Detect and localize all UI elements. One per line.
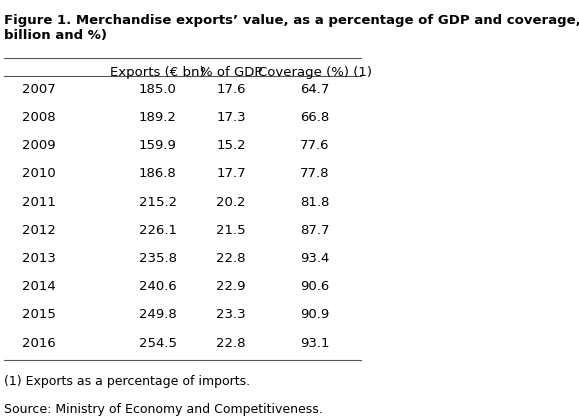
Text: 20.2: 20.2	[217, 196, 245, 209]
Text: 2015: 2015	[22, 308, 56, 321]
Text: 2013: 2013	[22, 252, 56, 265]
Text: 90.6: 90.6	[301, 280, 329, 293]
Text: 22.8: 22.8	[217, 252, 245, 265]
Text: 235.8: 235.8	[139, 252, 177, 265]
Text: 17.6: 17.6	[217, 83, 245, 96]
Text: 2016: 2016	[22, 337, 56, 350]
Text: 77.8: 77.8	[301, 167, 329, 180]
Text: (1) Exports as a percentage of imports.: (1) Exports as a percentage of imports.	[4, 375, 250, 388]
Text: 159.9: 159.9	[139, 139, 177, 152]
Text: 2007: 2007	[22, 83, 56, 96]
Text: 2008: 2008	[22, 111, 56, 124]
Text: 77.6: 77.6	[301, 139, 329, 152]
Text: 240.6: 240.6	[139, 280, 177, 293]
Text: 215.2: 215.2	[139, 196, 177, 209]
Text: 2014: 2014	[22, 280, 56, 293]
Text: 254.5: 254.5	[139, 337, 177, 350]
Text: 185.0: 185.0	[139, 83, 177, 96]
Text: 66.8: 66.8	[301, 111, 329, 124]
Text: 2012: 2012	[22, 224, 56, 237]
Text: 189.2: 189.2	[139, 111, 177, 124]
Text: % of GDP: % of GDP	[200, 66, 262, 79]
Text: 2010: 2010	[22, 167, 56, 180]
Text: Source: Ministry of Economy and Competitiveness.: Source: Ministry of Economy and Competit…	[4, 403, 323, 416]
Text: 2011: 2011	[22, 196, 56, 209]
Text: 2009: 2009	[22, 139, 56, 152]
Text: 87.7: 87.7	[301, 224, 329, 237]
Text: 15.2: 15.2	[216, 139, 246, 152]
Text: 17.3: 17.3	[216, 111, 246, 124]
Text: 90.9: 90.9	[301, 308, 329, 321]
Text: 64.7: 64.7	[301, 83, 329, 96]
Text: 23.3: 23.3	[216, 308, 246, 321]
Text: 17.7: 17.7	[216, 167, 246, 180]
Text: 22.8: 22.8	[217, 337, 245, 350]
Text: 81.8: 81.8	[301, 196, 329, 209]
Text: Coverage (%) (1): Coverage (%) (1)	[258, 66, 372, 79]
Text: 226.1: 226.1	[139, 224, 177, 237]
Text: 93.4: 93.4	[301, 252, 329, 265]
Text: 21.5: 21.5	[216, 224, 246, 237]
Text: 93.1: 93.1	[301, 337, 329, 350]
Text: Figure 1. Merchandise exports’ value, as a percentage of GDP and coverage, 2007-: Figure 1. Merchandise exports’ value, as…	[4, 14, 579, 42]
Text: 186.8: 186.8	[139, 167, 177, 180]
Text: 22.9: 22.9	[217, 280, 245, 293]
Text: Exports (€ bn): Exports (€ bn)	[111, 66, 205, 79]
Text: 249.8: 249.8	[139, 308, 177, 321]
